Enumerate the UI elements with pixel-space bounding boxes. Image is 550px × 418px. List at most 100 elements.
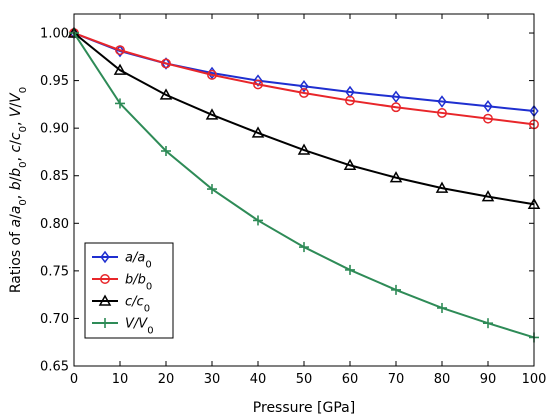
data-point-a	[253, 74, 263, 87]
data-point-c	[481, 190, 495, 202]
data-point-b	[115, 45, 125, 56]
label-part: b	[125, 273, 133, 288]
label-part: /	[8, 214, 24, 219]
data-point-a	[299, 80, 309, 93]
x-tick-label: 90	[480, 372, 497, 387]
data-point-b	[483, 113, 493, 124]
label-part: 0	[18, 199, 29, 205]
legend-label: a/a0	[125, 251, 152, 271]
y-tick-label: 0.95	[40, 74, 69, 89]
label-part: /	[133, 317, 140, 332]
data-point-b	[437, 107, 447, 118]
label-part: V	[138, 317, 148, 332]
label-part: 0	[144, 303, 150, 314]
legend-item-b: b/b0	[92, 273, 152, 293]
legend-marker	[100, 250, 110, 264]
y-tick-label: 0.85	[40, 169, 69, 184]
data-point-c	[251, 126, 265, 138]
y-tick-label: 0.65	[40, 360, 69, 375]
data-point-c	[343, 158, 357, 171]
x-tick-label: 50	[296, 372, 313, 387]
data-point-V	[115, 98, 125, 109]
label-part: b	[8, 181, 24, 190]
x-tick-label: 60	[342, 372, 359, 387]
label-part: c	[125, 295, 132, 310]
series-b	[69, 28, 539, 130]
x-tick-label: 20	[158, 372, 175, 387]
legend-item-c: c/c0	[92, 294, 150, 315]
data-point-V	[483, 318, 493, 329]
legend-item-V: V/V0	[92, 317, 154, 337]
data-point-c	[435, 181, 449, 193]
label-part: V	[8, 106, 24, 117]
legend-marker	[100, 318, 110, 328]
label-part: Ratios of	[8, 227, 24, 293]
label-part: V	[8, 92, 24, 103]
label-part: 0	[147, 325, 153, 336]
data-point-b	[345, 95, 355, 106]
label-part: 0	[146, 281, 152, 292]
label-part: /	[8, 103, 24, 108]
data-point-V	[391, 284, 401, 295]
label-part: /	[132, 273, 139, 288]
legend-label: c/c0	[125, 295, 150, 315]
y-axis: 0.65 0.70 0.75 0.80 0.85 0.90 0.95 1.00	[40, 27, 534, 375]
label-part: c	[137, 295, 144, 310]
data-point-c	[205, 108, 219, 120]
label-part: /	[131, 295, 138, 310]
data-point-V	[345, 264, 355, 275]
data-point-c	[297, 143, 311, 155]
label-part: /	[132, 251, 139, 266]
data-point-a	[391, 90, 401, 104]
x-tick-label: 30	[204, 372, 221, 387]
data-point-b	[207, 69, 217, 80]
label-part: a	[8, 219, 24, 228]
y-axis-label: Ratios of a/a0, b/b0, c/c0, V/V0	[8, 87, 29, 293]
label-part: a	[137, 251, 145, 266]
data-point-V	[299, 242, 309, 253]
legend-marker	[98, 294, 112, 306]
label-part: 0	[18, 161, 29, 167]
x-tick-label: 40	[250, 372, 267, 387]
data-point-b	[391, 102, 401, 113]
legend-item-a: a/a0	[92, 250, 152, 271]
y-tick-label: 1.00	[40, 27, 69, 42]
label-part: ,	[8, 190, 24, 199]
series-line-c	[73, 32, 535, 206]
legend-marker	[100, 274, 110, 284]
x-tick-label: 10	[112, 372, 129, 387]
x-axis-label: Pressure [GPa]	[253, 400, 355, 416]
data-point-b	[161, 58, 171, 69]
x-tick-label: 100	[522, 372, 547, 387]
data-point-a	[483, 100, 493, 113]
label-part: b	[8, 168, 24, 177]
x-axis: 0 10 20 30 40 50 60 70 80 90 100	[70, 14, 547, 387]
label-part: 0	[145, 259, 151, 270]
label-part: V	[125, 317, 135, 332]
series-layer	[67, 26, 541, 343]
label-part: ,	[8, 153, 24, 162]
label-part: ,	[8, 117, 24, 126]
data-point-c	[389, 171, 403, 183]
series-line-b	[73, 32, 535, 126]
label-part: b	[138, 273, 146, 288]
legend-label: b/b0	[125, 273, 152, 293]
y-tick-label: 0.80	[40, 217, 69, 232]
data-point-b	[299, 88, 309, 98]
data-point-b	[253, 79, 263, 90]
data-point-V	[437, 302, 447, 313]
legend-label: V/V0	[125, 317, 154, 337]
data-point-c	[159, 88, 173, 100]
x-tick-label: 80	[434, 372, 451, 387]
y-tick-label: 0.70	[40, 312, 69, 327]
data-point-V	[161, 145, 171, 156]
data-point-V	[207, 184, 217, 195]
data-point-a	[437, 95, 447, 108]
plot-frame	[73, 13, 535, 367]
label-part: 0	[18, 126, 29, 132]
label-part: c	[8, 132, 24, 140]
label-part: a	[8, 206, 24, 215]
y-tick-label: 0.75	[40, 264, 69, 279]
